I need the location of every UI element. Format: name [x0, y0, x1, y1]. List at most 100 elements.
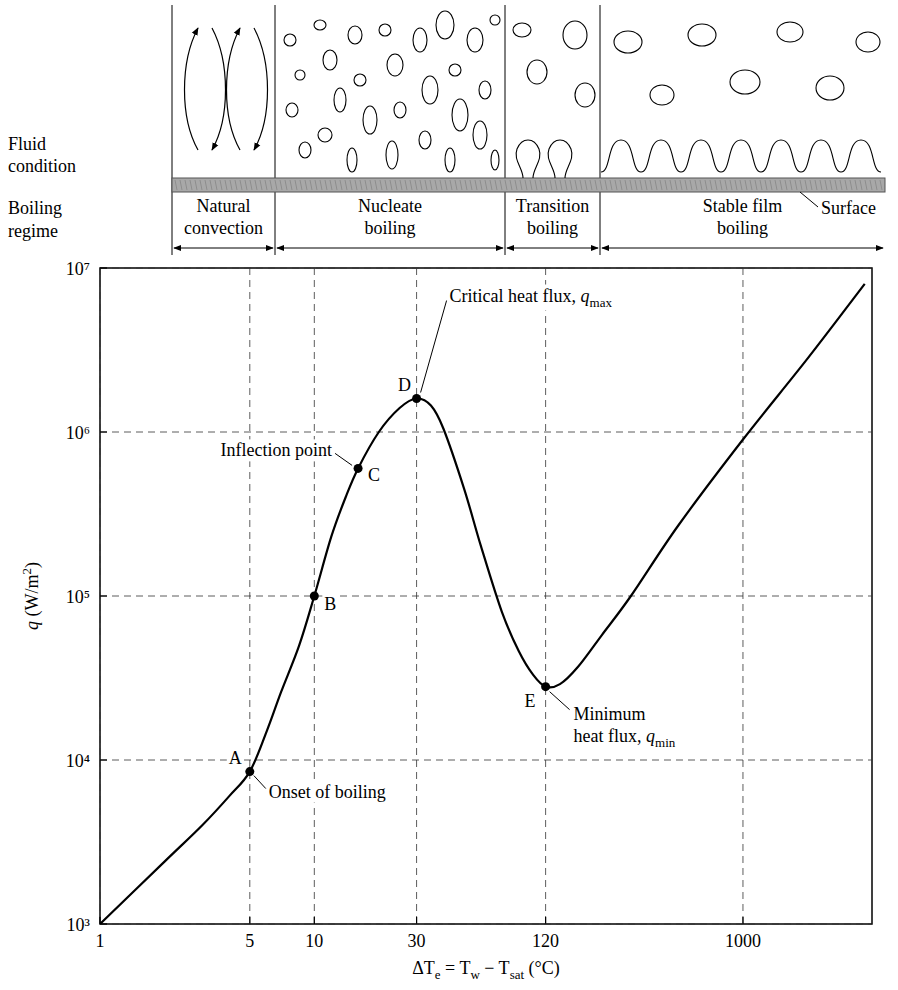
surface-texture: [420, 180, 422, 190]
y-axis-title-part: q: [22, 621, 42, 630]
x-tick: [545, 917, 546, 924]
regime-separator: [275, 5, 276, 255]
surface-texture: [810, 180, 812, 190]
surface-texture: [850, 180, 852, 190]
vapor-mushroom: [548, 140, 572, 178]
axes: 151030120100010³10⁴10⁵10⁶10⁷ΔTe = Tw − T…: [19, 259, 872, 982]
surface-texture: [580, 180, 582, 190]
surface-texture: [275, 180, 277, 190]
surface-texture: [340, 180, 342, 190]
bubble: [473, 121, 487, 149]
surface-texture: [680, 180, 682, 190]
surface-texture: [295, 180, 297, 190]
y-tick-label: 10³: [67, 915, 91, 935]
annotation-leader: [421, 301, 447, 393]
x-axis-title-part: ΔT: [412, 958, 435, 978]
surface-texture: [600, 180, 602, 190]
surface-texture: [345, 180, 347, 190]
regime-separator: [600, 5, 601, 255]
state-point: [541, 682, 550, 691]
bubble: [650, 85, 674, 105]
surface-texture: [200, 180, 202, 190]
surface-texture: [260, 180, 262, 190]
surface-texture: [280, 180, 282, 190]
surface-texture: [750, 180, 752, 190]
surface-texture: [250, 180, 252, 190]
surface-texture: [195, 180, 197, 190]
y-axis-title: q (W/m2): [19, 562, 43, 630]
bubble: [467, 28, 483, 52]
surface-texture: [290, 180, 292, 190]
x-tick: [416, 917, 417, 924]
label-bg: [219, 439, 334, 461]
y-tick: [100, 267, 107, 268]
bubble: [452, 99, 468, 131]
x-tick-label: 1: [96, 931, 105, 951]
surface-texture: [285, 180, 287, 190]
surface-texture: [705, 180, 707, 190]
x-tick: [249, 917, 250, 924]
bubble: [284, 34, 296, 46]
surface-texture: [515, 180, 517, 190]
bubble: [449, 64, 461, 76]
surface-texture: [485, 180, 487, 190]
surface: [172, 178, 885, 192]
plot-frame: [100, 268, 872, 924]
surface-texture: [185, 180, 187, 190]
bubble: [379, 24, 391, 36]
bubble: [479, 81, 491, 99]
regime-name: boiling: [364, 218, 415, 238]
annotation-leader: [550, 692, 570, 710]
annotation-text: Critical heat flux, qmax: [450, 286, 613, 310]
surface-texture: [455, 180, 457, 190]
bubble: [490, 15, 500, 25]
regime-diagram: FluidconditionBoilingregimeSurfaceNatura…: [8, 5, 885, 255]
state-point: [412, 394, 421, 403]
surface-texture: [265, 180, 267, 190]
regime-span-arrow: [602, 248, 883, 249]
y-axis-title-part: (W/m: [22, 575, 43, 622]
row-label: condition: [8, 156, 76, 176]
y-tick-label: 10⁶: [66, 423, 90, 443]
surface-leader: [800, 192, 818, 207]
regime-name: boiling: [527, 218, 578, 238]
convection-arrow: [212, 28, 226, 150]
y-grid-line: [100, 596, 872, 597]
regime-name: boiling: [717, 218, 768, 238]
chart: FluidconditionBoilingregimeSurfaceNatura…: [0, 0, 898, 990]
vapor-mushroom: [516, 140, 540, 178]
regime-name: Stable film: [703, 196, 783, 216]
surface-texture: [760, 180, 762, 190]
surface-texture: [545, 180, 547, 190]
surface-texture: [540, 180, 542, 190]
y-grid-line: [100, 432, 872, 433]
row-label: Fluid: [8, 134, 46, 154]
surface-texture: [820, 180, 822, 190]
x-tick-label: 120: [532, 931, 559, 951]
surface-texture: [435, 180, 437, 190]
bubble: [386, 141, 398, 169]
surface-texture: [840, 180, 842, 190]
surface-texture: [710, 180, 712, 190]
surface-texture: [525, 180, 527, 190]
x-tick-label: 10: [305, 931, 323, 951]
bubble: [816, 76, 844, 100]
bubble: [318, 128, 332, 142]
label-bg: [572, 703, 648, 725]
y-grid-line: [100, 760, 872, 761]
surface-texture: [610, 180, 612, 190]
annotation-text-part: max: [590, 295, 613, 310]
surface-texture: [775, 180, 777, 190]
regime-separator: [172, 5, 173, 255]
surface-texture: [520, 180, 522, 190]
convection-arrow: [185, 28, 199, 150]
vapor-film: [601, 140, 881, 172]
annotation-text-part: q: [646, 726, 655, 746]
state-point: [310, 592, 319, 601]
surface-texture: [225, 180, 227, 190]
surface-texture: [430, 180, 432, 190]
surface-texture: [335, 180, 337, 190]
surface-texture: [640, 180, 642, 190]
label-bg: [227, 747, 244, 769]
point-letter: C: [368, 465, 380, 485]
